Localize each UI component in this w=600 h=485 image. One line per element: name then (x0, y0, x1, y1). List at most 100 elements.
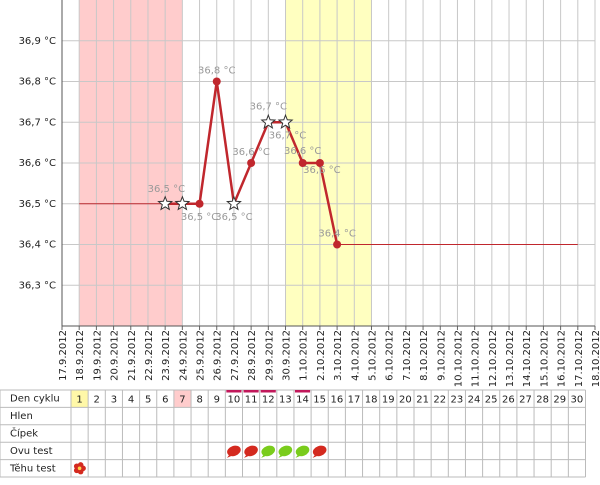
x-tick-label: 21.9.2012 (127, 330, 138, 381)
x-tick-label: 27.9.2012 (230, 330, 241, 381)
x-tick-label: 10.10.2012 (453, 330, 464, 387)
x-tick-label: 29.9.2012 (264, 330, 275, 381)
ovu-test-tail (226, 453, 234, 458)
value-label: 36,5 °C (181, 212, 218, 223)
star-marker (174, 195, 191, 211)
day-number: 5 (145, 395, 151, 406)
x-tick-label: 16.10.2012 (557, 330, 568, 387)
day-number: 15 (313, 395, 326, 406)
row-label: Ovu test (10, 446, 53, 457)
x-tick-label: 8.10.2012 (419, 330, 430, 381)
y-tick-label: 36,8 °C (19, 77, 56, 88)
star-marker (277, 113, 294, 130)
tehu-test-center (77, 466, 82, 471)
x-tick-label: 26.9.2012 (213, 330, 224, 381)
day-number: 16 (330, 395, 343, 406)
day-number: 4 (128, 395, 134, 406)
x-tick-label: 11.10.2012 (471, 330, 482, 387)
day-number: 30 (571, 395, 584, 406)
value-label: 36,6 °C (284, 146, 321, 157)
ovu-test-icon (278, 445, 293, 457)
day-number: 3 (111, 395, 117, 406)
value-label: 36,5 °C (215, 212, 252, 223)
day-underline (226, 390, 242, 393)
day-number: 25 (485, 395, 498, 406)
day-underline (260, 390, 276, 393)
x-tick-label: 3.10.2012 (333, 330, 344, 381)
star-marker (260, 113, 277, 130)
day-number: 11 (245, 395, 258, 406)
x-tick-label: 4.10.2012 (350, 330, 361, 381)
y-tick-label: 36,3 °C (19, 280, 56, 291)
day-highlight (71, 390, 89, 408)
value-label: 36,4 °C (318, 229, 355, 240)
dot-marker (315, 159, 324, 167)
dot-marker (333, 240, 342, 249)
day-number: 10 (228, 395, 241, 406)
day-number: 27 (519, 395, 532, 406)
day-number: 8 (196, 395, 202, 406)
x-tick-label: 20.9.2012 (110, 330, 121, 381)
day-number: 7 (179, 395, 185, 406)
ovu-test-tail (295, 453, 303, 458)
x-tick-label: 12.10.2012 (488, 330, 499, 387)
x-tick-label: 18.10.2012 (591, 330, 600, 387)
day-underline (243, 390, 259, 393)
ovu-test-icon (227, 445, 241, 457)
star-marker (225, 195, 242, 211)
x-tick-label: 14.10.2012 (522, 330, 533, 387)
day-number: 14 (296, 395, 309, 406)
x-tick-label: 13.10.2012 (505, 330, 516, 387)
day-number: 18 (365, 395, 378, 406)
ovu-test-icon (295, 445, 310, 457)
day-number: 21 (416, 395, 429, 406)
y-tick-label: 36,7 °C (19, 117, 56, 128)
x-tick-label: 1.10.2012 (299, 330, 310, 381)
row-label: Hlen (10, 411, 33, 422)
day-number: 1 (76, 395, 82, 406)
y-tick-label: 36,9 °C (19, 36, 56, 47)
x-tick-label: 9.10.2012 (436, 330, 447, 381)
x-tick-label: 30.9.2012 (282, 330, 293, 381)
day-number: 24 (468, 395, 481, 406)
ovu-test-icon (312, 445, 327, 457)
star-marker (157, 195, 174, 211)
row-label: Čípek (10, 427, 38, 440)
value-label: 36,5 °C (148, 184, 185, 195)
ovu-test-tail (261, 453, 269, 458)
day-number: 2 (94, 395, 100, 406)
x-tick-label: 17.9.2012 (58, 330, 69, 381)
tehu-test-petal (77, 462, 84, 468)
y-tick-label: 36,6 °C (19, 158, 56, 169)
dot-marker (195, 199, 204, 208)
x-tick-label: 22.9.2012 (144, 330, 155, 381)
dot-marker (298, 159, 307, 167)
day-number: 19 (382, 395, 395, 406)
day-highlight (173, 390, 192, 408)
x-tick-label: 17.10.2012 (574, 330, 585, 387)
value-label: 36,8 °C (198, 66, 235, 77)
day-number: 20 (399, 395, 412, 406)
ovu-test-tail (278, 453, 286, 458)
ovu-test-icon (244, 445, 258, 457)
day-number: 12 (262, 395, 275, 406)
y-tick-label: 36,4 °C (19, 240, 56, 251)
row-label: Těhu test (9, 462, 56, 474)
x-tick-label: 6.10.2012 (385, 330, 396, 381)
day-number: 13 (279, 395, 292, 406)
x-tick-label: 25.9.2012 (196, 330, 207, 381)
day-underline (294, 390, 311, 393)
x-tick-label: 7.10.2012 (402, 330, 413, 381)
x-tick-label: 19.9.2012 (92, 330, 103, 381)
day-number: 26 (502, 395, 515, 406)
dot-marker (247, 159, 256, 167)
value-label: 36,6 °C (232, 147, 269, 158)
day-number: 9 (214, 395, 220, 406)
x-tick-label: 28.9.2012 (247, 330, 258, 381)
ovu-test-icon (261, 445, 276, 457)
value-label: 36,7 °C (269, 130, 306, 141)
trend-line (79, 203, 578, 245)
day-number: 28 (536, 395, 549, 406)
day-number: 17 (348, 395, 361, 406)
